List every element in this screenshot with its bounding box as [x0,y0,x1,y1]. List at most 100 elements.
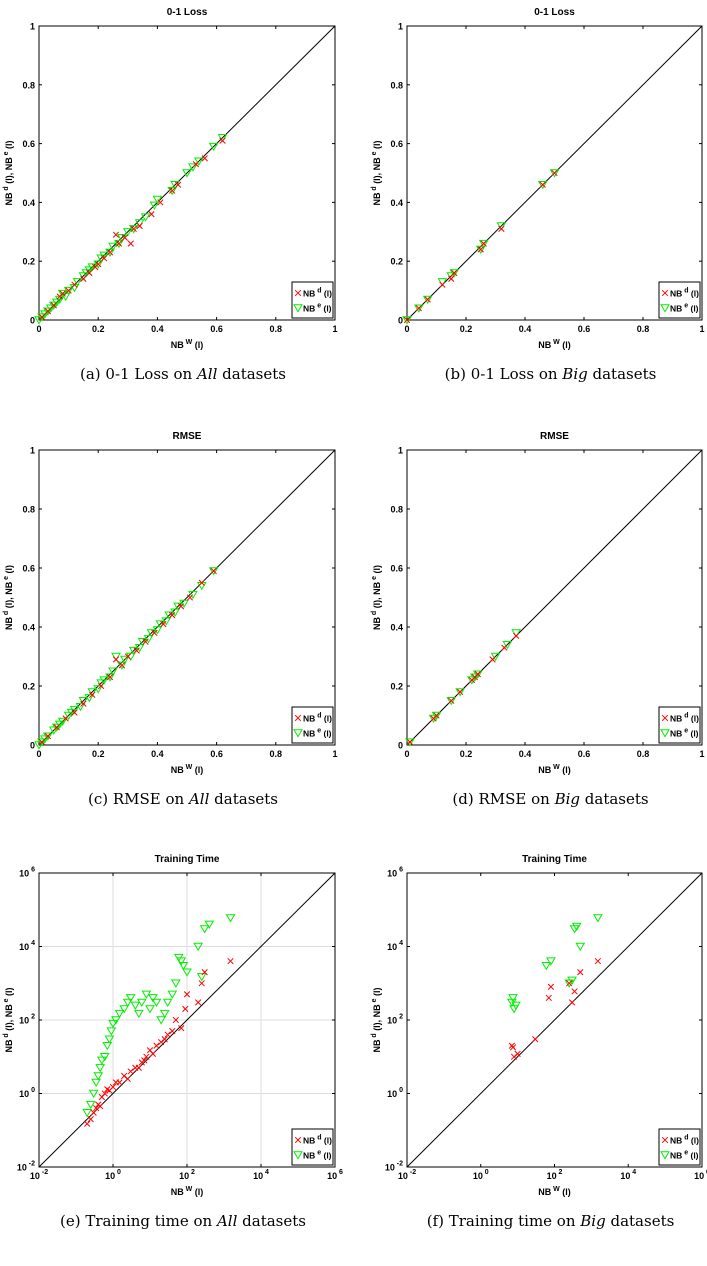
y-tick-label: 10 -2 [17,1161,35,1173]
y-tick-label: 0.2 [390,257,403,267]
point-nb-d [551,169,558,177]
point-nb-e [167,186,178,196]
x-tick-label: 0.8 [637,324,650,334]
tick-exponent: 0 [397,1087,403,1094]
point-nb-e [564,979,575,988]
point-nb-d [568,999,576,1006]
point-nb-d [448,697,455,704]
point-nb-e [93,1072,104,1081]
legend-box [658,1128,701,1166]
x-tick-label: 10 6 [327,1169,343,1181]
point-nb-e [134,643,145,653]
legend-base: NB [670,304,682,314]
tick-exponent: 4 [630,1169,636,1176]
point-nb-e [537,181,548,190]
legend-tail: (l) [321,1151,332,1161]
y-axis-label: NB d (l), NB e (l) [371,140,382,205]
y-axis-label: NB d (l), NB e (l) [3,987,14,1052]
point-nb-d [547,983,555,990]
x-label-sup: W [184,1186,193,1193]
point-nb-e [472,670,483,679]
point-nb-d [115,240,123,247]
x-tick-label: 0.4 [519,324,532,334]
y-tick-label: 10 6 [387,867,403,879]
y-tick-label: 1 [398,22,403,32]
x-tick-label: 0.4 [151,324,164,334]
y-label-part: NB [4,192,14,205]
subfigure-caption: (e) Training time on All datasets [60,1212,306,1230]
point-nb-d [451,269,458,277]
x-label-sup: W [184,339,193,346]
x-tick-label: 0 [404,324,409,334]
y-label-part: (l) [372,140,382,151]
y-tick-label: 0.4 [22,198,35,208]
point-nb-d [489,656,496,663]
point-nb-e [51,723,62,732]
y-label-part: NB [372,617,382,630]
caption-emphasis: Big [579,1212,605,1230]
point-nb-e [422,295,433,305]
point-nb-e [108,1019,118,1029]
tick-exponent: 6 [704,1169,707,1176]
point-nb-e [69,705,80,715]
y-tick-label: 0 [30,741,35,751]
point-nb-e [196,973,207,982]
y-label-sup: e [371,998,378,1004]
y-tick-label: 1 [30,446,35,456]
point-nb-d [149,1050,157,1057]
point-nb-e [119,1005,130,1014]
point-nb-e [96,679,107,688]
x-label-tail: (l) [192,765,203,775]
x-tick-label: 0 [404,749,409,759]
legend-label-nb-e: NB e (l) [303,728,332,739]
x-tick-label: 0.8 [270,324,283,334]
point-nb-d [169,187,176,194]
y-label-sup: e [3,576,10,582]
point-nb-d [178,1024,185,1032]
x-tick-label: 0.2 [92,749,105,759]
point-nb-e [146,629,157,638]
point-nb-d [141,1057,148,1064]
x-label-tail: (l) [192,340,203,350]
point-nb-e [43,732,53,741]
point-nb-e [149,201,160,210]
point-nb-d [118,662,126,669]
point-nb-e [173,602,183,611]
caption-text: datasets [606,1212,675,1230]
point-nb-e [130,1001,141,1010]
point-nb-e [159,1009,170,1019]
point-nb-e [40,735,50,744]
caption-text: (c) RMSE on [88,790,189,808]
legend-base: NB [303,289,315,299]
point-nb-e [117,661,127,670]
tick-base: 10 [387,1016,397,1026]
y-axis-label: NB d (l), NB e (l) [3,140,14,205]
point-nb-d [532,1036,539,1043]
y-label-sup: e [3,151,10,157]
tick-exponent: 4 [397,940,403,947]
legend-triangle-marker-icon [660,304,670,313]
caption-emphasis: All [195,365,218,383]
point-nb-d [172,1016,180,1024]
point-nb-e [546,957,556,966]
y-tick-label: 0 [30,316,35,326]
point-nb-e [170,979,181,988]
x-label-tail: (l) [560,1187,571,1197]
point-nb-e [91,1078,102,1088]
x-tick-label: 0.6 [210,749,223,759]
point-nb-e [502,641,513,650]
point-nb-d [124,653,131,660]
point-nb-e [193,942,204,952]
caption-text: (b) 0-1 Loss on [445,365,563,383]
point-nb-e [111,652,121,662]
point-nb-d [498,225,505,233]
point-nb-e [217,134,228,143]
caption-text: datasets [588,365,657,383]
point-nb-d [112,231,120,238]
chart-title: RMSE [173,431,202,442]
y-label-part: (l), NB [4,157,14,186]
y-axis-label: NB d (l), NB e (l) [3,565,14,630]
tick-exponent: 4 [263,1169,269,1176]
legend-label-nb-e: NB e (l) [303,303,332,314]
point-nb-e [449,269,460,278]
